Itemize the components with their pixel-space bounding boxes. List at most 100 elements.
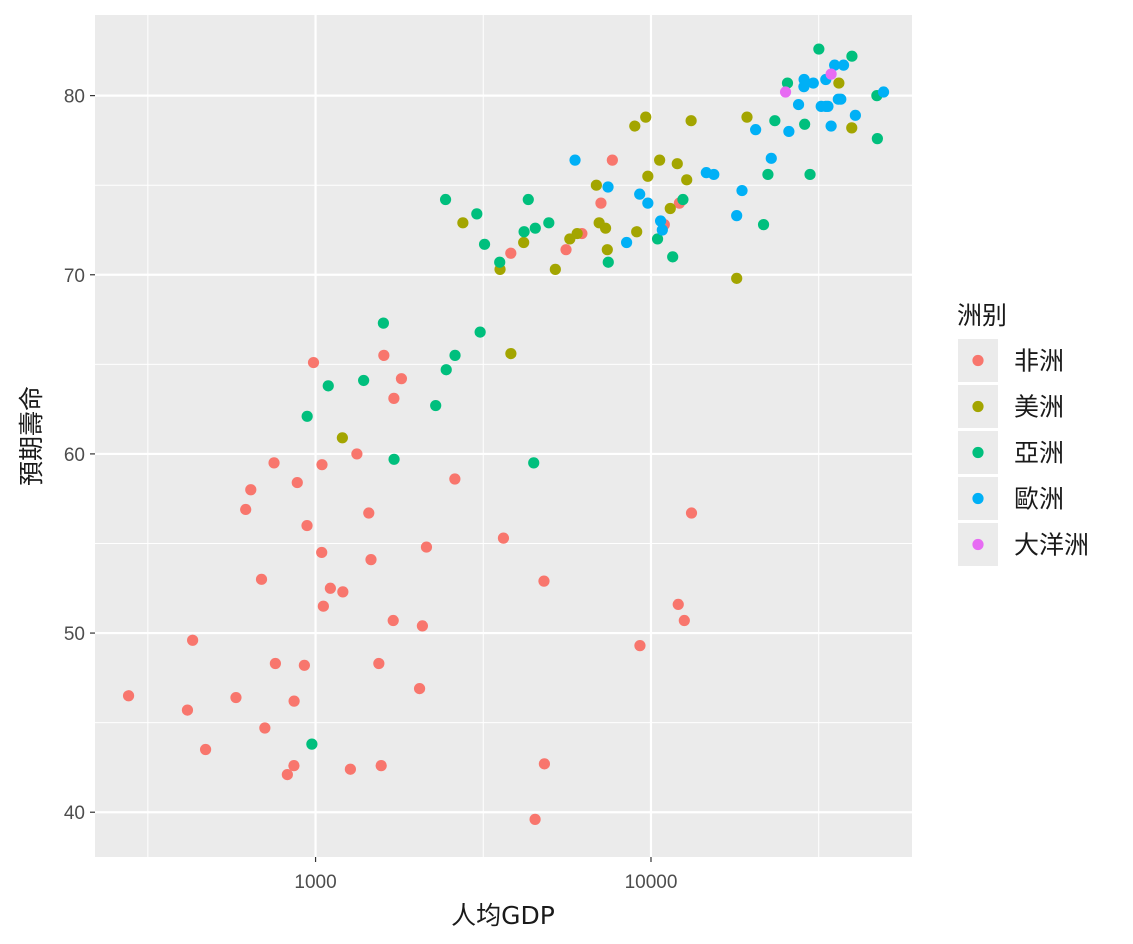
- data-point: [255, 573, 268, 585]
- data-point: [518, 236, 530, 249]
- data-point: [590, 179, 602, 191]
- data-point: [678, 614, 690, 627]
- data-point: [395, 373, 408, 385]
- data-point: [634, 640, 646, 652]
- y-tick-label: 40: [64, 803, 85, 824]
- data-point: [471, 208, 483, 220]
- data-point: [199, 743, 212, 756]
- data-point: [602, 181, 614, 193]
- legend-marker: [972, 538, 984, 551]
- data-point: [560, 244, 572, 256]
- data-point: [672, 598, 684, 611]
- data-point: [388, 392, 400, 404]
- data-points: [122, 43, 890, 825]
- data-point: [634, 188, 646, 200]
- data-point: [620, 236, 633, 249]
- data-point: [538, 758, 551, 770]
- x-axis-ticks: 1000 10000: [294, 857, 677, 893]
- data-point: [281, 768, 293, 781]
- data-point: [375, 760, 387, 772]
- data-point: [667, 251, 679, 263]
- data-point: [522, 193, 534, 206]
- data-point: [631, 226, 643, 238]
- data-point: [301, 410, 313, 422]
- legend-marker: [972, 446, 984, 459]
- data-point: [505, 347, 517, 360]
- data-point: [528, 457, 540, 469]
- data-point: [449, 473, 461, 485]
- data-point: [813, 43, 825, 55]
- data-point: [681, 174, 693, 186]
- data-point: [877, 86, 890, 98]
- data-point: [245, 484, 257, 496]
- data-point: [798, 73, 810, 86]
- plot-panel: [95, 15, 912, 857]
- data-point: [298, 659, 310, 671]
- data-point: [122, 690, 135, 702]
- data-point: [373, 657, 385, 670]
- data-point: [654, 154, 666, 166]
- minor-gridlines: [95, 15, 912, 857]
- data-point: [363, 507, 375, 519]
- data-point: [708, 168, 720, 181]
- data-point: [602, 256, 614, 268]
- data-point: [654, 215, 667, 227]
- data-point: [301, 519, 313, 532]
- data-point: [685, 507, 698, 519]
- data-point: [416, 620, 428, 632]
- data-point: [599, 222, 612, 234]
- data-point: [829, 59, 841, 71]
- data-point: [769, 115, 781, 127]
- data-point: [307, 356, 320, 369]
- data-point: [807, 77, 819, 89]
- data-point: [731, 272, 743, 284]
- data-point: [494, 256, 506, 268]
- data-point: [259, 722, 271, 734]
- data-point: [606, 154, 618, 166]
- data-point: [378, 349, 390, 361]
- data-point: [430, 399, 442, 412]
- y-tick-label: 70: [64, 266, 85, 287]
- data-point: [288, 695, 300, 707]
- data-point: [291, 476, 303, 489]
- data-point: [825, 68, 837, 80]
- legend-title: 洲别: [957, 301, 1007, 330]
- legend-label: 大洋洲: [1014, 531, 1089, 560]
- data-point: [387, 614, 399, 627]
- data-point: [837, 59, 850, 71]
- data-point: [835, 93, 847, 105]
- data-point: [792, 98, 805, 111]
- data-point: [871, 133, 883, 145]
- data-point: [833, 77, 845, 89]
- data-point: [642, 197, 654, 209]
- data-point: [377, 317, 389, 329]
- y-axis-ticks: 40 50 60 70 80: [64, 87, 95, 824]
- data-point: [337, 586, 349, 598]
- x-tick-label: 1000: [294, 872, 336, 893]
- data-point: [601, 244, 613, 256]
- legend-marker: [972, 492, 984, 505]
- x-tick-label: 10000: [625, 872, 678, 893]
- data-point: [825, 120, 837, 132]
- data-point: [388, 453, 400, 465]
- data-point: [529, 813, 541, 825]
- data-point: [781, 77, 794, 89]
- data-point: [317, 600, 329, 612]
- major-gridlines: [95, 15, 912, 857]
- data-point: [316, 546, 328, 559]
- data-point: [440, 364, 452, 376]
- data-point: [762, 168, 774, 181]
- legend-label: 歐洲: [1014, 485, 1064, 514]
- legend-marker: [972, 354, 984, 367]
- data-point: [268, 457, 280, 469]
- data-point: [181, 704, 194, 716]
- data-point: [288, 760, 300, 772]
- legend-marker: [972, 400, 984, 413]
- y-tick-label: 50: [64, 624, 85, 645]
- data-point: [420, 541, 433, 553]
- data-point: [571, 227, 583, 240]
- data-point: [822, 100, 834, 112]
- data-point: [529, 222, 541, 234]
